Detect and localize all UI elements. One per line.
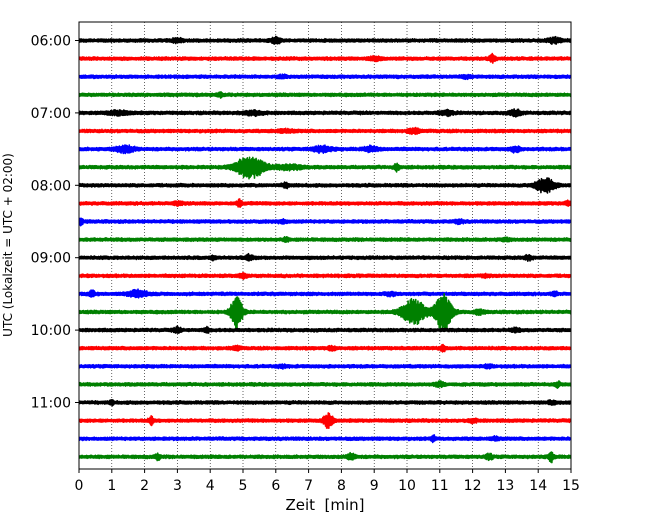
trace-line xyxy=(79,451,571,464)
x-tick-label: 8 xyxy=(337,478,346,494)
trace-line xyxy=(79,91,571,99)
x-axis-label: Zeit [min] xyxy=(285,496,364,514)
x-tick-label: 15 xyxy=(562,478,580,494)
x-tick-label: 3 xyxy=(173,478,182,494)
trace-line xyxy=(79,156,571,180)
trace-line xyxy=(79,325,571,335)
trace-line xyxy=(79,271,571,280)
trace-line xyxy=(79,380,571,389)
y-tick-label: 11:00 xyxy=(31,396,71,412)
trace-line xyxy=(79,35,571,46)
trace-line xyxy=(79,52,571,64)
x-tick-label: 5 xyxy=(239,478,248,494)
trace-line xyxy=(79,412,571,430)
trace-line xyxy=(79,363,571,370)
x-tick-label: 12 xyxy=(464,478,482,494)
trace-line xyxy=(79,292,571,333)
y-tick-label: 09:00 xyxy=(31,251,71,267)
trace-line xyxy=(79,398,571,407)
trace-line xyxy=(79,343,571,353)
trace-line xyxy=(79,235,571,244)
x-tick-label: 11 xyxy=(431,478,449,494)
trace-line xyxy=(79,288,571,299)
y-tick-label: 06:00 xyxy=(31,34,71,50)
trace-line xyxy=(79,108,571,118)
trace-line xyxy=(79,73,571,81)
x-axis-ticks: 0 1 2 3 4 5 6 7 8 9 10 11 12 13 14 15 xyxy=(75,469,580,494)
x-tick-label: 0 xyxy=(75,478,84,494)
trace-line xyxy=(79,434,571,444)
y-axis-label: UTC (Lokalzeit = UTC + 02:00) xyxy=(1,153,15,337)
x-tick-label: 10 xyxy=(398,478,416,494)
trace-line xyxy=(79,177,571,194)
x-tick-label: 14 xyxy=(529,478,547,494)
trace-line xyxy=(79,126,571,136)
x-tick-label: 7 xyxy=(304,478,313,494)
y-axis-ticks: 06:00 07:00 08:00 09:00 10:00 11:00 xyxy=(31,34,79,412)
y-tick-label: 08:00 xyxy=(31,178,71,194)
x-tick-label: 13 xyxy=(496,478,514,494)
plot-frame xyxy=(78,21,572,470)
trace-line xyxy=(79,252,571,263)
y-tick-label: 07:00 xyxy=(31,106,71,122)
x-tick-label: 6 xyxy=(271,478,280,494)
trace-line xyxy=(79,217,571,227)
x-tick-label: 4 xyxy=(206,478,215,494)
x-tick-label: 1 xyxy=(107,478,116,494)
seismic-traces xyxy=(79,35,571,464)
grid-lines xyxy=(111,22,539,469)
x-tick-label: 2 xyxy=(140,478,149,494)
x-tick-label: 9 xyxy=(370,478,379,494)
y-tick-label: 10:00 xyxy=(31,323,71,339)
trace-line xyxy=(79,198,571,208)
trace-line xyxy=(79,144,571,155)
